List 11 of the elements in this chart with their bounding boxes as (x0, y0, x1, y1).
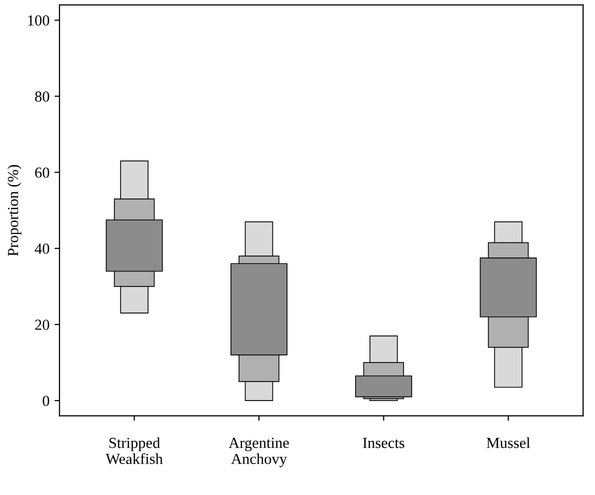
y-tick-label: 40 (34, 244, 50, 254)
y-tick-label: 20 (35, 320, 50, 330)
x-tick-label: Stripped Weakfish (106, 437, 163, 464)
y-tick-label: 100 (28, 15, 50, 26)
y-axis-title: Proportion (%) (7, 165, 22, 256)
y-tick-label: 0 (42, 396, 50, 406)
y-tick-label: 80 (35, 91, 50, 102)
y-tick-label: 60 (35, 167, 50, 178)
x-tick-label: Mussel (486, 437, 530, 448)
x-tick-label: Argentine Anchovy (228, 438, 289, 468)
x-tick-label: Insects (362, 438, 404, 448)
